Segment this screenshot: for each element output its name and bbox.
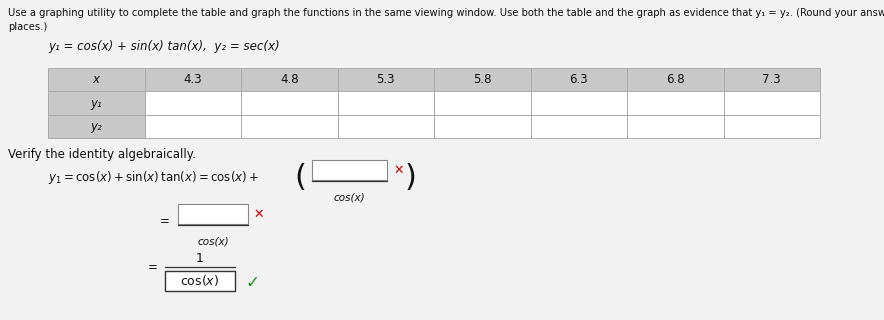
Text: x: x (93, 73, 100, 86)
Bar (723, 68, 820, 91)
Text: y₂: y₂ (90, 120, 103, 133)
Bar (144, 115, 241, 138)
Text: ✓: ✓ (245, 274, 259, 292)
Text: cos(x): cos(x) (197, 237, 229, 247)
Text: $\cos(x)$: $\cos(x)$ (180, 274, 219, 289)
Text: $y_1 = \cos(x) + \sin(x)\,\tan(x) = \cos(x) +$: $y_1 = \cos(x) + \sin(x)\,\tan(x) = \cos… (48, 170, 259, 187)
Bar (48, 115, 144, 138)
Text: Use a graphing utility to complete the table and graph the functions in the same: Use a graphing utility to complete the t… (8, 8, 884, 18)
Text: 6.3: 6.3 (569, 73, 588, 86)
Bar (338, 115, 434, 138)
Bar (530, 68, 627, 91)
Bar (530, 91, 627, 115)
Bar (241, 91, 338, 115)
Bar (144, 68, 241, 91)
Text: cos(x): cos(x) (333, 193, 365, 203)
Text: 4.3: 4.3 (184, 73, 202, 86)
Text: 4.8: 4.8 (280, 73, 299, 86)
Text: ✕: ✕ (393, 164, 403, 177)
Bar (144, 91, 241, 115)
Text: y₁ = cos(x) + sin(x) tan(x),  y₂ = sec(x): y₁ = cos(x) + sin(x) tan(x), y₂ = sec(x) (48, 40, 279, 53)
Bar (434, 115, 530, 138)
Text: 5.3: 5.3 (377, 73, 395, 86)
Bar (627, 68, 723, 91)
Text: ✕: ✕ (253, 207, 263, 220)
Text: Verify the identity algebraically.: Verify the identity algebraically. (8, 148, 196, 161)
Bar (178, 204, 248, 224)
Text: 6.8: 6.8 (666, 73, 684, 86)
Bar (723, 91, 820, 115)
Text: 5.8: 5.8 (473, 73, 492, 86)
Bar (338, 91, 434, 115)
Text: =: = (148, 261, 158, 275)
Bar (241, 115, 338, 138)
Bar (165, 271, 235, 291)
Text: 7.3: 7.3 (762, 73, 781, 86)
Text: (: ( (294, 164, 306, 193)
Bar (241, 68, 338, 91)
Text: =: = (160, 215, 170, 228)
Bar (312, 160, 387, 180)
Text: ): ) (405, 164, 417, 193)
Bar (530, 115, 627, 138)
Bar (48, 91, 144, 115)
Bar (434, 91, 530, 115)
Bar (338, 68, 434, 91)
Bar (627, 91, 723, 115)
Text: y₁: y₁ (90, 97, 103, 109)
Text: 1: 1 (196, 252, 204, 265)
Text: places.): places.) (8, 22, 47, 32)
Bar (723, 115, 820, 138)
Bar (627, 115, 723, 138)
Bar (48, 68, 144, 91)
Bar (434, 68, 530, 91)
